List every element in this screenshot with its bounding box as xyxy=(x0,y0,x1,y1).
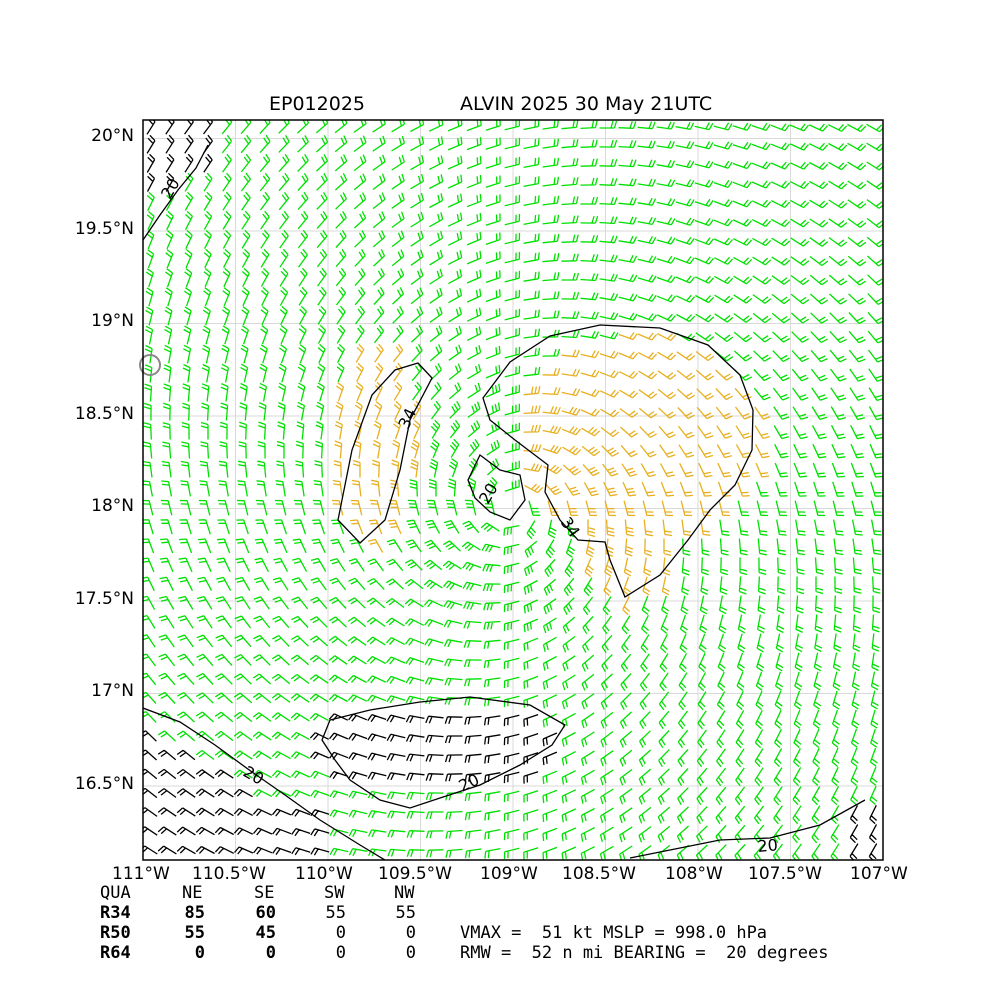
lat-tick-label: 18°N xyxy=(91,496,134,516)
lon-tick-label: 110.5°W xyxy=(192,864,266,884)
radii-value: 0 xyxy=(265,943,276,963)
radii-value: 0 xyxy=(335,923,346,943)
rmw-bearing-line: RMW = 52 n mi BEARING = 20 degrees xyxy=(460,943,829,963)
wind-speed-contours xyxy=(143,144,866,860)
vmax-mslp-line: VMAX = 51 kt MSLP = 998.0 hPa xyxy=(460,923,768,943)
lon-tick-label: 111°W xyxy=(112,864,170,884)
lat-tick-label: 19°N xyxy=(91,311,134,331)
radii-value: 0 xyxy=(405,943,416,963)
radii-row-label: R34 xyxy=(100,903,131,923)
radii-value: 0 xyxy=(335,943,346,963)
lat-tick-label: 19.5°N xyxy=(74,219,134,239)
radii-value: 60 xyxy=(255,903,276,923)
map-frame xyxy=(142,119,884,861)
radii-value: 0 xyxy=(405,923,416,943)
radii-header-qua: QUA xyxy=(100,883,131,903)
lat-tick-label: 17.5°N xyxy=(74,589,134,609)
lat-tick-label: 16.5°N xyxy=(74,774,134,794)
contour-34-west xyxy=(337,362,433,544)
radii-row-label: R64 xyxy=(100,943,131,963)
radii-value: 55 xyxy=(184,923,205,943)
radii-value: 55 xyxy=(325,903,346,923)
radii-value: 85 xyxy=(184,903,205,923)
radii-value: 0 xyxy=(194,943,205,963)
lon-tick-label: 110°W xyxy=(295,864,353,884)
lat-tick-label: 18.5°N xyxy=(74,404,134,424)
wind-barbs-orange xyxy=(331,332,771,616)
contour-20-south xyxy=(321,696,566,809)
radii-header-se: SE xyxy=(254,883,275,903)
lon-tick-label: 108°W xyxy=(665,864,723,884)
radii-row-label: R50 xyxy=(100,923,131,943)
contour-label: 20 xyxy=(757,835,779,856)
wind-barbs-green xyxy=(143,120,883,860)
lon-tick-label: 108.5°W xyxy=(562,864,636,884)
radii-header-nw: NW xyxy=(394,883,415,903)
lon-tick-label: 107.5°W xyxy=(748,864,822,884)
radii-value: 45 xyxy=(255,923,276,943)
radii-value: 55 xyxy=(395,903,416,923)
contour-label: 20 xyxy=(475,480,502,507)
storm-name-title: ALVIN 2025 30 May 21UTC xyxy=(460,93,713,115)
lon-tick-label: 109.5°W xyxy=(378,864,452,884)
lat-tick-label: 17°N xyxy=(91,681,134,701)
lon-tick-label: 109°W xyxy=(480,864,538,884)
contour-20-southeast xyxy=(629,799,866,859)
contour-label: 20 xyxy=(157,175,184,202)
map-grid xyxy=(142,120,884,860)
lon-tick-label: 107°W xyxy=(850,864,908,884)
contour-label: 34 xyxy=(557,513,584,541)
contour-20-southwest xyxy=(143,707,386,860)
wind-barbs-black xyxy=(143,120,878,860)
coastline-fragment xyxy=(139,354,161,376)
contour-20-center xyxy=(467,454,526,521)
radii-header-sw: SW xyxy=(324,883,345,903)
lat-tick-label: 20°N xyxy=(91,126,134,146)
contour-34-east xyxy=(482,324,754,598)
storm-id-title: EP012025 xyxy=(269,93,365,115)
radii-header-ne: NE xyxy=(182,883,203,903)
wind-barbs xyxy=(143,120,883,860)
contour-20-northwest xyxy=(143,144,209,241)
